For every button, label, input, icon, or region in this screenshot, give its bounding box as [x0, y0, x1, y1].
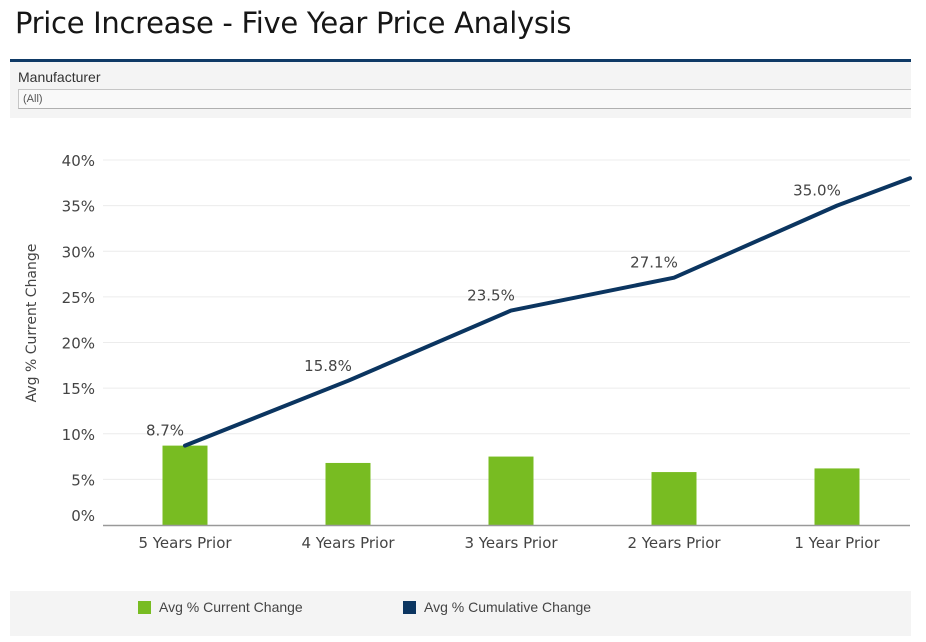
- x-tick-label: 2 Years Prior: [627, 534, 721, 552]
- y-tick-label: 20%: [62, 335, 95, 353]
- y-tick-label: 5%: [71, 471, 95, 489]
- legend-swatch-navy: [403, 600, 416, 614]
- legend: Avg % Current Change Avg % Cumulative Ch…: [10, 591, 911, 636]
- x-tick-label: 3 Years Prior: [464, 534, 558, 552]
- x-tick-label: 5 Years Prior: [138, 534, 232, 552]
- bars-current-change: [162, 445, 860, 525]
- y-tick-label: 40%: [62, 152, 95, 170]
- data-label: 35.0%: [793, 182, 841, 200]
- y-axis-ticks: 0% 5% 10% 15% 20% 25% 30% 35% 40%: [62, 152, 95, 525]
- title-divider: [10, 59, 911, 62]
- x-tick-label: 1 Year Prior: [794, 534, 880, 552]
- legend-label: Avg % Cumulative Change: [424, 599, 592, 615]
- y-tick-label: 30%: [62, 243, 95, 261]
- data-label: 15.8%: [304, 357, 352, 375]
- y-tick-label: 15%: [62, 380, 95, 398]
- price-analysis-chart: 0% 5% 10% 15% 20% 25% 30% 35% 40% Avg % Current …: [24, 152, 912, 552]
- data-labels: 8.7% 15.8% 23.5% 27.1% 35.0%: [146, 182, 841, 440]
- line-cumulative-change: [183, 176, 912, 448]
- manufacturer-filter-dropdown[interactable]: (All): [18, 89, 911, 109]
- data-label: 23.5%: [467, 287, 515, 305]
- y-tick-label: 10%: [62, 426, 95, 444]
- y-tick-label: 25%: [62, 289, 95, 307]
- data-label: 8.7%: [146, 422, 184, 440]
- bar-4-years-prior[interactable]: [325, 462, 371, 525]
- data-label: 27.1%: [630, 254, 678, 272]
- manufacturer-filter-label: Manufacturer: [18, 69, 101, 85]
- legend-item-current-change[interactable]: Avg % Current Change: [138, 599, 303, 615]
- cumulative-change-line[interactable]: [183, 176, 912, 448]
- y-tick-label: 35%: [62, 198, 95, 216]
- bar-2-years-prior[interactable]: [651, 472, 697, 525]
- y-tick-label: 0%: [71, 507, 95, 525]
- gridlines: [103, 159, 910, 480]
- legend-swatch-green: [138, 600, 151, 614]
- manufacturer-filter-value: (All): [23, 93, 43, 105]
- page-title: Price Increase - Five Year Price Analysi…: [15, 6, 572, 40]
- legend-label: Avg % Current Change: [159, 599, 303, 615]
- bar-3-years-prior[interactable]: [488, 456, 534, 525]
- bar-5-years-prior[interactable]: [162, 445, 208, 525]
- manufacturer-filter-panel: Manufacturer (All): [10, 62, 911, 118]
- x-tick-label: 4 Years Prior: [301, 534, 395, 552]
- bar-1-year-prior[interactable]: [814, 468, 860, 525]
- legend-item-cumulative-change[interactable]: Avg % Cumulative Change: [403, 599, 591, 615]
- y-axis-title: Avg % Current Change: [24, 244, 40, 403]
- x-axis-ticks: 5 Years Prior 4 Years Prior 3 Years Prior 2…: [138, 534, 880, 552]
